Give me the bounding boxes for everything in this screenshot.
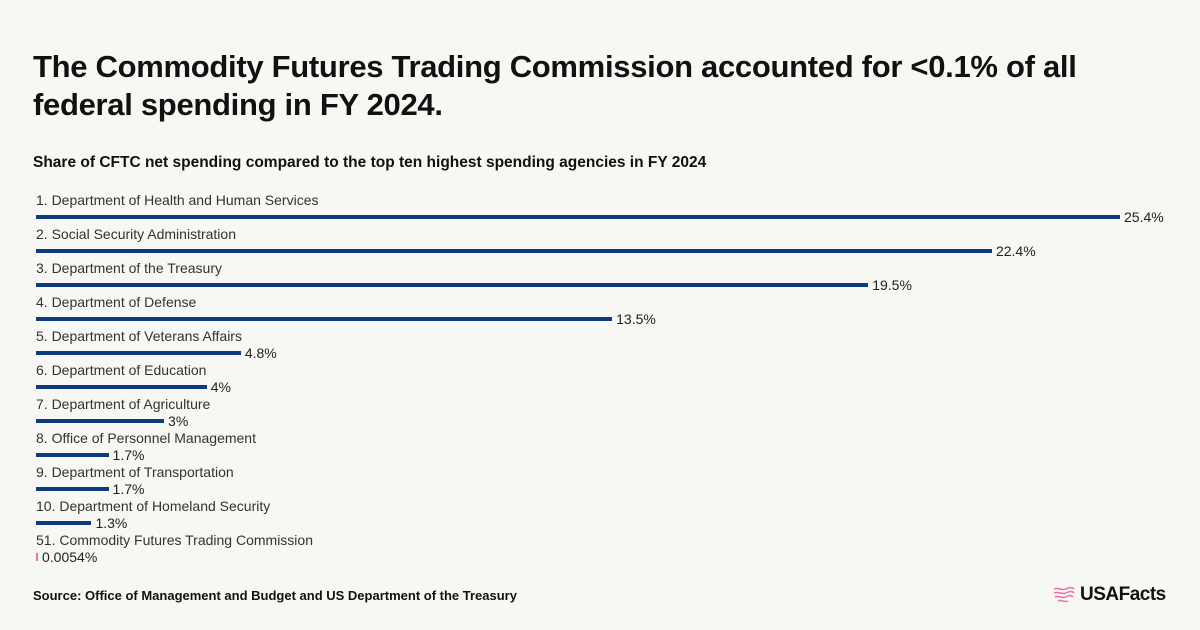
value-label: 13.5% <box>616 311 656 327</box>
category-label: 6. Department of Education <box>36 362 207 378</box>
chart-subtitle: Share of CFTC net spending compared to t… <box>33 154 707 171</box>
us-flag-map-icon <box>1053 586 1075 603</box>
value-label: 19.5% <box>872 277 912 293</box>
logo-text: USAFacts <box>1080 584 1166 605</box>
usafacts-logo: USAFacts <box>1052 584 1166 606</box>
bar <box>36 419 165 423</box>
value-label: 3% <box>168 413 189 429</box>
category-label: 8. Office of Personnel Management <box>36 430 256 446</box>
value-label: 1.3% <box>95 515 128 531</box>
bar <box>36 249 992 253</box>
bar <box>36 351 241 355</box>
bar <box>36 283 869 287</box>
bar <box>36 385 207 389</box>
bar <box>36 317 613 321</box>
source-note: Source: Office of Management and Budget … <box>33 588 517 603</box>
category-label: 4. Department of Defense <box>36 294 197 310</box>
bar <box>36 453 109 457</box>
value-label: 22.4% <box>995 243 1036 259</box>
category-label: 5. Department of Veterans Affairs <box>36 328 242 344</box>
bar <box>36 215 1120 219</box>
value-label: 1.7% <box>112 447 145 463</box>
value-label: 1.7% <box>112 481 145 497</box>
category-label: 7. Department of Agriculture <box>36 396 211 412</box>
value-label: 4% <box>210 379 231 395</box>
category-label: 2. Social Security Administration <box>36 226 236 242</box>
value-label: 0.0054% <box>42 549 98 565</box>
bar <box>36 487 109 491</box>
category-label: 1. Department of Health and Human Servic… <box>36 192 319 208</box>
value-label: 25.4% <box>1124 209 1164 225</box>
category-label: 51. Commodity Futures Trading Commission <box>36 532 313 548</box>
bar <box>36 521 92 525</box>
bar <box>36 553 38 561</box>
value-label: 4.8% <box>244 345 277 361</box>
chart-title: The Commodity Futures Trading Commission… <box>33 49 1077 122</box>
category-label: 3. Department of the Treasury <box>36 260 222 276</box>
category-label: 9. Department of Transportation <box>36 464 234 480</box>
category-label: 10. Department of Homeland Security <box>36 498 271 514</box>
